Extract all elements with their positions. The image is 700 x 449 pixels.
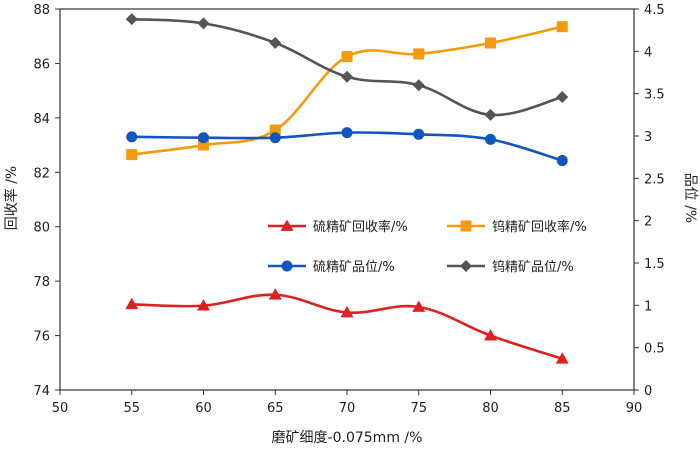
legend-label: 硫精矿回收率/% bbox=[313, 219, 408, 235]
x-tick-label: 50 bbox=[52, 401, 69, 416]
data-point-3 bbox=[484, 108, 497, 121]
x-tick-label: 85 bbox=[554, 401, 571, 416]
legend-label: 钨精矿回收率/% bbox=[492, 219, 587, 235]
y-left-tick-label: 84 bbox=[33, 112, 50, 127]
y-right-tick-label: 3.5 bbox=[644, 88, 665, 103]
data-point-1 bbox=[485, 37, 496, 49]
data-point-3 bbox=[269, 36, 282, 49]
y-axis-left-label: 回收率 /% bbox=[3, 166, 20, 230]
y-left-tick-label: 78 bbox=[33, 275, 50, 290]
data-point-3 bbox=[556, 91, 569, 104]
legend-label: 钨精矿品位/% bbox=[492, 259, 574, 275]
legend-swatch-marker bbox=[460, 260, 472, 272]
data-point-2 bbox=[485, 133, 496, 145]
data-point-2 bbox=[341, 127, 353, 139]
data-point-1 bbox=[198, 139, 209, 151]
data-point-1 bbox=[126, 149, 138, 161]
x-tick-label: 65 bbox=[267, 401, 284, 416]
data-point-2 bbox=[269, 132, 281, 144]
y-left-tick-label: 80 bbox=[33, 221, 50, 236]
y-axis-right: 0 0.5 1 1.5 2 2.5 3 3.5 4 4.5 bbox=[634, 3, 665, 399]
data-point-0 bbox=[484, 329, 497, 341]
data-point-0 bbox=[555, 352, 569, 364]
data-point-0 bbox=[268, 288, 282, 300]
plot-border bbox=[59, 8, 635, 391]
data-point-1 bbox=[556, 21, 568, 33]
y-right-tick-label: 0.5 bbox=[644, 342, 665, 357]
legend-swatch-marker bbox=[460, 220, 472, 232]
plot-frame bbox=[59, 8, 635, 391]
x-tick-label: 80 bbox=[482, 401, 499, 416]
data-point-3 bbox=[125, 13, 138, 26]
data-point-2 bbox=[556, 155, 568, 167]
y-left-tick-label: 86 bbox=[33, 57, 50, 72]
x-tick-label: 70 bbox=[339, 401, 356, 416]
y-left-tick-label: 82 bbox=[33, 166, 50, 181]
series-line-0 bbox=[130, 293, 564, 361]
legend-label: 硫精矿品位/% bbox=[313, 260, 395, 275]
y-left-tick-label: 88 bbox=[33, 3, 50, 18]
y-right-tick-label: 1.5 bbox=[644, 257, 665, 272]
data-point-3 bbox=[341, 70, 353, 83]
legend: 硫精矿回收率/% 钨精矿回收率/% 硫精矿品位/% 钨精矿品位/% bbox=[268, 219, 587, 275]
legend-swatch-marker bbox=[280, 219, 294, 231]
y-axis-right-label: 品位 /% bbox=[682, 173, 698, 223]
x-tick-label: 60 bbox=[195, 401, 212, 416]
y-right-tick-label: 4.5 bbox=[644, 3, 665, 18]
y-left-tick-label: 74 bbox=[33, 384, 50, 399]
x-axis-label: 磨矿细度-0.075mm /% bbox=[272, 430, 423, 446]
data-point-3 bbox=[197, 17, 210, 30]
x-tick-label: 75 bbox=[410, 401, 427, 416]
series-markers bbox=[125, 13, 569, 364]
data-point-2 bbox=[198, 132, 209, 144]
data-point-2 bbox=[126, 131, 138, 143]
y-left-tick-label: 76 bbox=[33, 330, 50, 345]
data-point-1 bbox=[413, 48, 425, 60]
y-right-tick-label: 1 bbox=[644, 299, 652, 314]
data-point-0 bbox=[125, 297, 139, 310]
data-point-3 bbox=[412, 79, 425, 92]
y-right-tick-label: 4 bbox=[644, 45, 652, 60]
data-point-0 bbox=[340, 305, 354, 318]
x-tick-label: 90 bbox=[626, 401, 643, 416]
series-line-3 bbox=[130, 17, 564, 117]
x-axis: 50 55 60 65 70 75 80 85 90 bbox=[52, 390, 643, 416]
data-point-0 bbox=[197, 299, 210, 311]
legend-swatch-marker bbox=[281, 260, 293, 272]
data-point-1 bbox=[269, 124, 281, 136]
y-right-tick-label: 2 bbox=[644, 215, 652, 230]
data-point-2 bbox=[413, 128, 425, 140]
data-point-0 bbox=[412, 300, 426, 312]
data-point-1 bbox=[341, 51, 353, 63]
y-right-tick-label: 0 bbox=[644, 384, 652, 399]
y-axis-left: 74 76 78 80 82 84 86 88 bbox=[33, 3, 60, 399]
y-right-tick-label: 3 bbox=[644, 130, 652, 145]
y-right-tick-label: 2.5 bbox=[644, 172, 665, 187]
x-tick-label: 55 bbox=[123, 401, 140, 416]
